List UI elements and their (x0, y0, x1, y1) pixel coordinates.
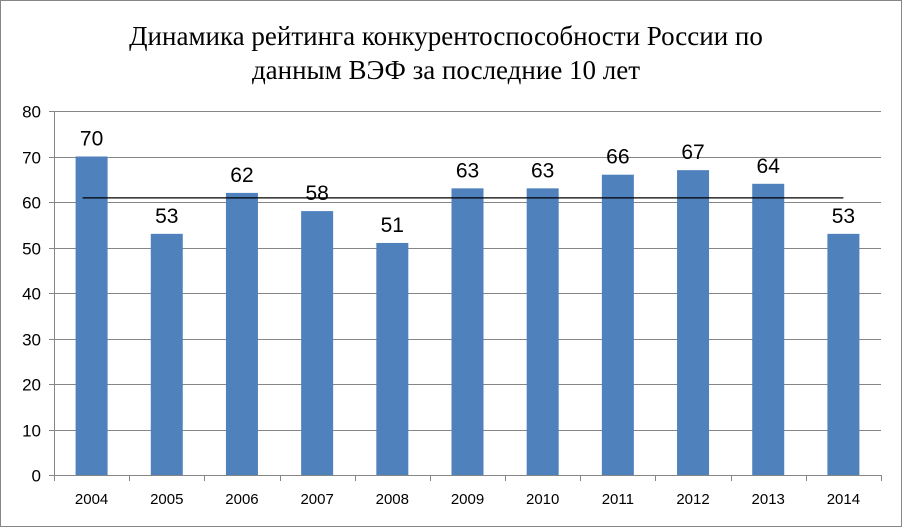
bar-2006 (225, 192, 258, 475)
y-tick-label: 60 (22, 194, 41, 213)
y-tick-label: 20 (22, 376, 41, 395)
data-label: 62 (230, 164, 253, 187)
y-tick-label: 0 (32, 467, 41, 486)
x-tick-label: 2008 (376, 491, 409, 508)
data-label: 53 (832, 205, 855, 228)
bar-2014 (827, 233, 860, 475)
bar-2013 (752, 183, 785, 476)
y-tick-label: 40 (22, 285, 41, 304)
chart-title-line-1: Динамика рейтинга конкурентоспособности … (129, 21, 763, 51)
data-label: 63 (531, 159, 554, 182)
y-tick-label: 80 (22, 103, 41, 122)
x-tick-label: 2006 (225, 491, 258, 508)
bar-2007 (301, 211, 334, 475)
bar-2010 (526, 188, 559, 475)
x-tick-label: 2004 (75, 491, 108, 508)
data-label: 66 (606, 146, 629, 169)
x-tick-label: 2012 (676, 491, 709, 508)
y-tick-label: 10 (22, 422, 41, 441)
data-label: 63 (456, 159, 479, 182)
x-tick-label: 2011 (602, 491, 634, 508)
data-label: 70 (80, 128, 103, 151)
bar-2009 (451, 188, 484, 475)
data-label: 51 (381, 214, 404, 237)
x-tick-label: 2007 (300, 491, 333, 508)
y-tick-label: 50 (22, 240, 41, 259)
y-tick-label: 70 (22, 149, 41, 168)
x-tick-label: 2009 (451, 491, 484, 508)
data-label: 58 (305, 182, 328, 205)
x-tick-label: 2005 (150, 491, 183, 508)
data-label: 67 (681, 141, 704, 164)
bar-2008 (376, 242, 409, 475)
chart-title: Динамика рейтинга конкурентоспособности … (1, 19, 891, 87)
bar-2012 (677, 170, 710, 475)
x-tick-label: 2014 (827, 491, 860, 508)
data-label: 64 (757, 155, 781, 178)
chart-title-line-2: данным ВЭФ за последние 10 лет (251, 55, 641, 85)
bar-2011 (601, 174, 634, 475)
y-tick-label: 30 (22, 331, 41, 350)
x-tick-label: 2010 (526, 491, 559, 508)
bar-2004 (75, 156, 108, 475)
data-label: 53 (155, 205, 178, 228)
x-tick-label: 2013 (752, 491, 785, 508)
bar-2005 (150, 233, 183, 475)
